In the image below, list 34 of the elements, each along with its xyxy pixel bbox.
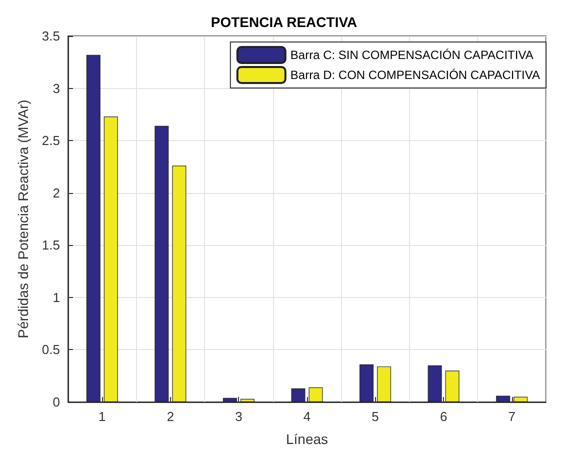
y-tick-label: 0.5 <box>42 342 60 358</box>
y-tick-label: 3 <box>52 80 60 96</box>
bar <box>240 398 254 402</box>
x-tick-label: 1 <box>98 409 106 424</box>
y-axis-title: Pérdidas de Potencia Reactiva (MVAr) <box>15 100 31 338</box>
legend-label: Barra D: CON COMPENSACIÓN CAPACITIVA <box>290 68 540 82</box>
x-tick-label: 2 <box>166 409 174 424</box>
chart-title: POTENCIA REACTIVA <box>210 14 358 30</box>
y-tick-label: 2.5 <box>42 133 60 148</box>
legend-label: Barra C: SIN COMPENSACIÓN CAPACITIVA <box>290 48 534 62</box>
x-tick-label: 5 <box>372 409 379 424</box>
bar <box>154 126 169 402</box>
y-tick-label: 2 <box>52 185 60 200</box>
bar <box>86 54 100 402</box>
x-tick-label: 4 <box>303 409 311 424</box>
bar <box>291 388 306 402</box>
y-tick-label: 0 <box>52 394 60 410</box>
x-tick-label: 7 <box>508 409 516 424</box>
bar <box>222 398 237 402</box>
x-tick-label: 3 <box>235 409 242 424</box>
bar <box>172 166 186 402</box>
y-tick-label: 1 <box>52 290 60 305</box>
y-tick-label: 1.5 <box>42 238 60 253</box>
bar <box>104 116 118 402</box>
bar <box>514 396 528 402</box>
bar <box>308 387 323 402</box>
x-axis-title: Líneas <box>286 431 328 447</box>
x-tick-label: 6 <box>440 409 448 424</box>
bar <box>360 364 374 402</box>
bar <box>377 366 392 402</box>
bar <box>428 365 442 402</box>
bar <box>496 396 510 402</box>
bar <box>445 370 460 402</box>
y-tick-label: 3.5 <box>42 28 60 44</box>
